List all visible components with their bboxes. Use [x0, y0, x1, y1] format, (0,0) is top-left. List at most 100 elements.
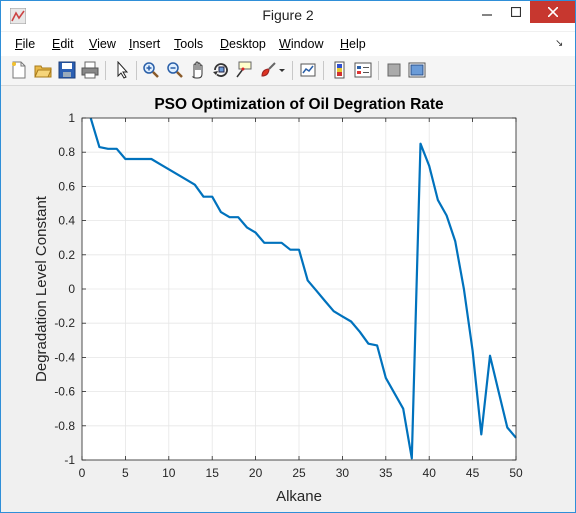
- rotate-3d-button[interactable]: [211, 60, 231, 80]
- toolbar-separator: [323, 61, 324, 80]
- title-bar: Figure 2: [1, 1, 575, 31]
- y-tick-label: 0.4: [58, 214, 75, 228]
- data-cursor-button[interactable]: [234, 60, 254, 80]
- menu-view[interactable]: View: [89, 37, 116, 51]
- matlab-app-icon[interactable]: [10, 8, 26, 24]
- minimize-icon: [482, 14, 492, 16]
- x-tick-label: 20: [249, 466, 263, 480]
- brush-icon: [261, 62, 276, 77]
- save-button[interactable]: [57, 60, 77, 80]
- menu-window-rest: indow: [290, 37, 324, 51]
- toolbar-separator: [378, 61, 379, 80]
- menu-insert-accel: I: [129, 37, 133, 51]
- zoom-in-button[interactable]: [141, 60, 161, 80]
- open-file-icon: [34, 65, 52, 78]
- window-title: Figure 2: [262, 7, 314, 23]
- legend-button[interactable]: [353, 60, 373, 80]
- y-tick-label: -0.8: [54, 419, 75, 433]
- menu-desktop[interactable]: Desktop: [220, 37, 266, 51]
- link-plot-icon: [300, 63, 316, 77]
- x-tick-label: 40: [423, 466, 437, 480]
- x-tick-label: 45: [466, 466, 480, 480]
- menu-bar: File Edit View Insert Tools Desktop Wind…: [1, 32, 575, 56]
- legend-icon: [354, 62, 372, 78]
- y-tick-label: 0.8: [58, 145, 75, 159]
- x-tick-label: 25: [292, 466, 306, 480]
- plot-canvas: 0 5 10 15 20 25 30 35 40 45 50 -1-0.8-0.6-0.4-0.20…: [33, 96, 523, 505]
- x-tick-label: 30: [336, 466, 350, 480]
- print-button[interactable]: [80, 60, 100, 80]
- save-icon: [58, 61, 76, 79]
- menu-edit-accel: E: [52, 37, 61, 51]
- menu-view-rest: iew: [97, 37, 116, 51]
- toolbar-separator: [105, 61, 106, 80]
- y-tick-label: -1: [64, 453, 75, 467]
- show-plot-tools-button[interactable]: [407, 60, 427, 80]
- zoom-in-icon: [143, 62, 159, 78]
- rotate-3d-icon: [213, 63, 228, 77]
- new-figure-icon: [12, 61, 26, 79]
- hide-plot-tools-icon: [387, 63, 401, 77]
- x-tick-label: 50: [509, 466, 523, 480]
- menu-desktop-accel: D: [220, 37, 230, 51]
- colorbar-icon: [334, 61, 345, 79]
- x-tick-label: 0: [79, 466, 86, 480]
- menu-edit-rest: dit: [60, 37, 74, 51]
- y-tick-label: -0.6: [54, 385, 75, 399]
- menu-window-accel: W: [279, 37, 291, 51]
- pan-button[interactable]: [188, 60, 208, 80]
- figure-canvas: 0 5 10 15 20 25 30 35 40 45 50 -1 -0.8 -0.6 -0.4 -0.2 0…: [1, 86, 575, 512]
- minimize-button[interactable]: [473, 1, 501, 23]
- figure-toolbar: [1, 56, 575, 86]
- menu-view-accel: V: [89, 37, 98, 51]
- toolbar-separator: [292, 61, 293, 80]
- chart-title: PSO Optimization of Oil Degration Rate: [154, 96, 444, 113]
- menu-window[interactable]: Window: [279, 37, 323, 51]
- menu-file-accel: F: [15, 37, 23, 51]
- x-tick-label: 15: [206, 466, 220, 480]
- x-tick-label: 5: [122, 466, 129, 480]
- y-tick-label: -0.4: [54, 350, 75, 364]
- menu-desktop-rest: esktop: [229, 37, 266, 51]
- menu-tools-accel: T: [174, 37, 181, 51]
- y-axis-ticks: -1 -0.8 -0.6 -0.4 -0.2 0 0.2 0.4 0.6 0.8 1: [54, 111, 516, 467]
- menu-tools[interactable]: Tools: [174, 37, 203, 51]
- select-arrow-icon: [117, 61, 129, 79]
- open-file-button[interactable]: [33, 60, 53, 80]
- maximize-icon: [511, 7, 521, 17]
- y-tick-label: 0.6: [58, 179, 75, 193]
- zoom-out-button[interactable]: [165, 60, 185, 80]
- menu-help[interactable]: Help: [340, 37, 366, 51]
- menu-file-rest: ile: [22, 37, 36, 51]
- new-figure-button[interactable]: [9, 60, 29, 80]
- menu-insert-rest: nsert: [132, 37, 161, 51]
- menu-file[interactable]: File: [15, 37, 35, 51]
- menu-insert[interactable]: Insert: [129, 37, 160, 51]
- y-tick-label: -0.2: [54, 316, 75, 330]
- x-axis-ticks: 0 5 10 15 20 25 30 35 40 45 50: [79, 118, 523, 480]
- y-tick-label: 0: [68, 282, 75, 296]
- x-axis-label: Alkane: [276, 488, 322, 505]
- y-tick-label: 1: [68, 111, 75, 125]
- pan-icon: [191, 61, 203, 79]
- menu-help-accel: H: [340, 37, 350, 51]
- menu-edit[interactable]: Edit: [52, 37, 74, 51]
- print-icon: [81, 61, 99, 79]
- brush-dropdown-button[interactable]: [277, 60, 287, 80]
- menu-help-rest: elp: [349, 37, 366, 51]
- data-cursor-icon: [236, 61, 252, 78]
- maximize-button[interactable]: [502, 1, 530, 23]
- colorbar-button[interactable]: [330, 60, 350, 80]
- zoom-out-icon: [167, 62, 183, 78]
- select-button[interactable]: [112, 60, 132, 80]
- menu-tools-rest: ools: [180, 37, 204, 51]
- brush-dropdown-icon: [279, 69, 285, 72]
- series-line: [89, 117, 517, 460]
- x-tick-label: 10: [162, 466, 176, 480]
- menu-dock-arrow-icon[interactable]: ↘: [555, 38, 564, 49]
- close-button[interactable]: [530, 1, 575, 23]
- brush-button[interactable]: [258, 60, 278, 80]
- hide-plot-tools-button[interactable]: [384, 60, 404, 80]
- link-plot-button[interactable]: [298, 60, 318, 80]
